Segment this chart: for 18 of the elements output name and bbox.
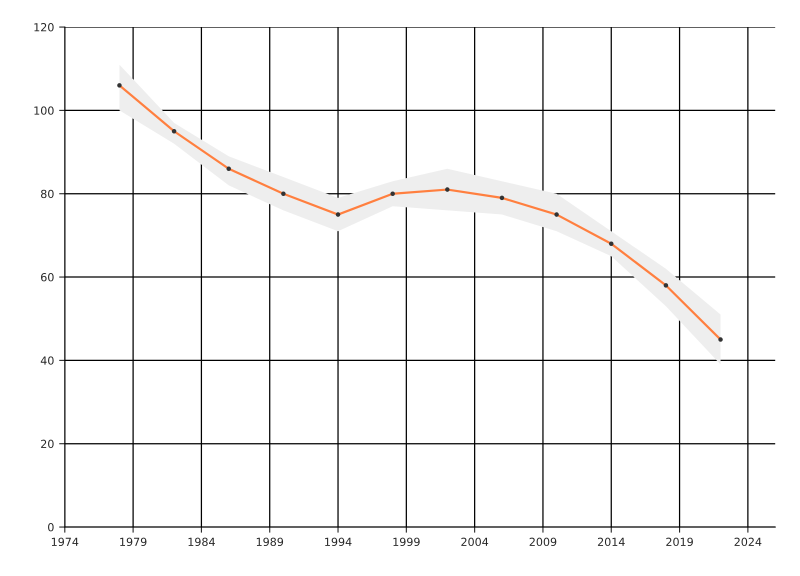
y-tick-label: 60	[41, 273, 54, 282]
x-tick-label: 1999	[393, 538, 420, 546]
x-tick-label: 2004	[461, 538, 488, 546]
x-tick-label: 2024	[734, 538, 762, 546]
x-tick-label: 1974	[52, 538, 78, 546]
x-tick-label: 2014	[598, 538, 625, 546]
y-tick-label: 100	[34, 106, 54, 115]
x-tick-label: 1994	[325, 538, 352, 546]
x-tick-label: 1989	[256, 538, 284, 546]
y-tick-label: 0	[48, 523, 54, 532]
y-tick-label: 80	[41, 190, 54, 198]
y-tick-label: 40	[40, 356, 54, 365]
x-tick-label: 1984	[188, 538, 215, 546]
y-tick-label: 20	[41, 440, 54, 448]
x-tick-label: 1979	[120, 538, 146, 546]
x-tick-label: 2009	[530, 538, 556, 546]
x-tick-label: 2019	[666, 538, 693, 546]
y-tick-label: 120	[34, 23, 54, 32]
